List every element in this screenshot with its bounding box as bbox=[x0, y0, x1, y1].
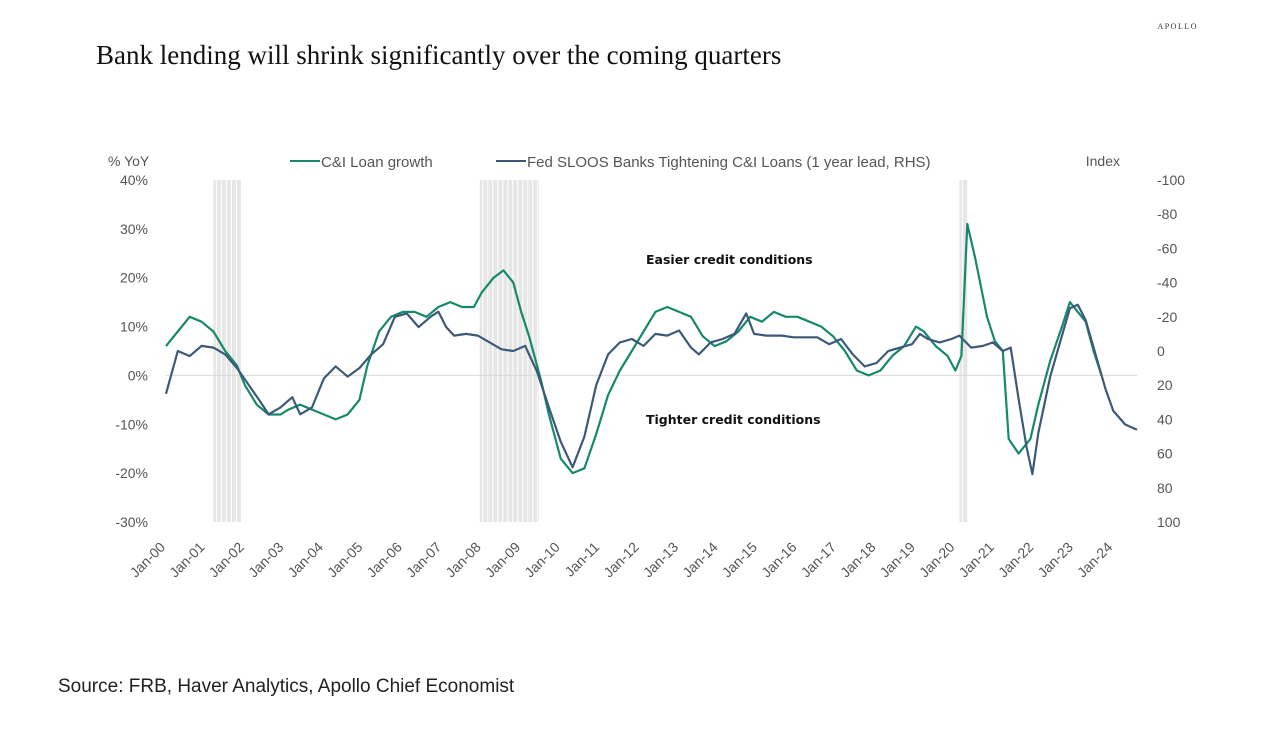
chart: 40% 30% 20% 10% 0% -10% -20% -30% -100 -80 -60 -40… bbox=[108, 153, 1185, 581]
x-tick-label: Jan-20 bbox=[916, 539, 958, 581]
recession-band-2 bbox=[959, 180, 968, 522]
right-tick-label: -80 bbox=[1157, 206, 1177, 222]
legend-label-loan-growth: C&I Loan growth bbox=[321, 154, 433, 171]
x-tick-label: Jan-10 bbox=[521, 539, 563, 581]
left-tick-label: 10% bbox=[120, 319, 148, 335]
left-axis-label: % YoY bbox=[108, 153, 150, 169]
x-tick-label: Jan-14 bbox=[679, 539, 721, 581]
right-tick-label: 20 bbox=[1157, 377, 1173, 393]
right-tick-label: -100 bbox=[1157, 172, 1185, 188]
right-axis-group: -100 -80 -60 -40 -20 0 20 40 60 80 100 bbox=[1157, 172, 1185, 530]
left-tick-label: -20% bbox=[115, 465, 148, 481]
right-tick-label: -20 bbox=[1157, 309, 1177, 325]
x-tick-label: Jan-04 bbox=[284, 539, 326, 581]
x-tick-label: Jan-02 bbox=[205, 539, 247, 581]
series-group bbox=[164, 222, 1138, 476]
x-tick-label: Jan-19 bbox=[876, 539, 918, 581]
x-tick-label: Jan-01 bbox=[166, 539, 208, 581]
left-axis-group: 40% 30% 20% 10% 0% -10% -20% -30% bbox=[115, 172, 148, 530]
series-line-loan-growth bbox=[165, 222, 1103, 475]
x-tick-label: Jan-03 bbox=[245, 539, 287, 581]
x-tick-label: Jan-18 bbox=[837, 539, 879, 581]
left-tick-label: -10% bbox=[115, 416, 148, 432]
x-tick-label: Jan-12 bbox=[600, 539, 642, 581]
left-tick-label: 20% bbox=[120, 270, 148, 286]
right-tick-label: 0 bbox=[1157, 343, 1165, 359]
x-tick-label: Jan-06 bbox=[363, 539, 405, 581]
x-tick-label: Jan-22 bbox=[995, 539, 1037, 581]
right-tick-label: 80 bbox=[1157, 480, 1173, 496]
left-tick-label: -30% bbox=[115, 514, 148, 530]
right-tick-label: -60 bbox=[1157, 240, 1177, 256]
annotation-tighter: Tighter credit conditions bbox=[646, 412, 821, 427]
x-tick-label: Jan-13 bbox=[640, 539, 682, 581]
x-tick-label: Jan-11 bbox=[561, 539, 602, 580]
x-tick-label: Jan-24 bbox=[1074, 539, 1116, 581]
x-tick-label: Jan-23 bbox=[1034, 539, 1076, 581]
left-tick-label: 40% bbox=[120, 172, 148, 188]
series-line-sloos bbox=[164, 303, 1138, 476]
right-tick-label: 40 bbox=[1157, 411, 1173, 427]
right-tick-label: -40 bbox=[1157, 275, 1177, 291]
right-tick-label: 100 bbox=[1157, 514, 1181, 530]
x-tick-label: Jan-09 bbox=[482, 539, 524, 581]
x-tick-label: Jan-07 bbox=[403, 539, 445, 581]
right-tick-label: 60 bbox=[1157, 446, 1173, 462]
x-tick-label: Jan-08 bbox=[442, 539, 484, 581]
x-axis-group: Jan-00Jan-01Jan-02Jan-03Jan-04Jan-05Jan-… bbox=[127, 539, 1116, 581]
x-tick-label: Jan-00 bbox=[127, 539, 169, 581]
right-axis-label: Index bbox=[1086, 153, 1120, 169]
brand-logo-text: APOLLO bbox=[1157, 22, 1198, 31]
left-tick-label: 30% bbox=[120, 221, 148, 237]
x-tick-label: Jan-15 bbox=[719, 539, 761, 581]
legend-label-sloos: Fed SLOOS Banks Tightening C&I Loans (1 … bbox=[527, 154, 931, 171]
x-tick-label: Jan-16 bbox=[758, 539, 800, 581]
left-tick-label: 0% bbox=[128, 367, 148, 383]
chart-title: Bank lending will shrink significantly o… bbox=[96, 40, 782, 70]
recession-shading-group bbox=[213, 180, 968, 522]
annotation-easier: Easier credit conditions bbox=[646, 252, 813, 267]
x-tick-label: Jan-21 bbox=[955, 539, 997, 581]
source-note: Source: FRB, Haver Analytics, Apollo Chi… bbox=[58, 676, 515, 697]
x-tick-label: Jan-05 bbox=[324, 539, 366, 581]
x-tick-label: Jan-17 bbox=[798, 539, 840, 581]
